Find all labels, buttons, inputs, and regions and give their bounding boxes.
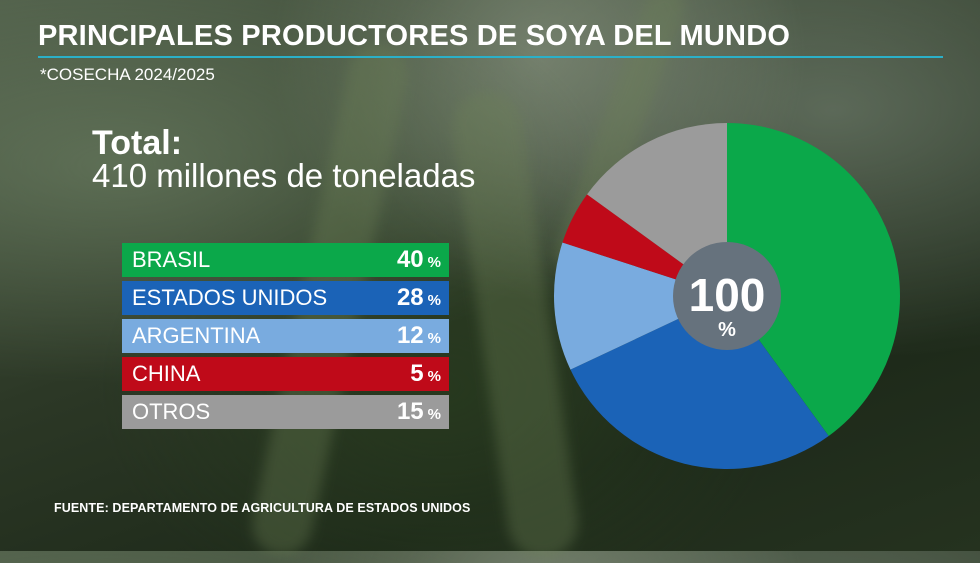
legend-row-estados-unidos: ESTADOS UNIDOS 28% — [122, 281, 449, 315]
legend-label: BRASIL — [132, 247, 211, 272]
legend-value: 15% — [396, 398, 441, 425]
legend-value: 40% — [396, 246, 441, 273]
legend-label: ARGENTINA — [132, 323, 261, 348]
pie-center-value: 100 — [689, 269, 766, 321]
legend-value: 28% — [396, 284, 441, 311]
pie-slice-brasil — [727, 123, 900, 436]
pie-chart: 100 % — [554, 123, 900, 469]
page-title: PRINCIPALES PRODUCTORES DE SOYA DEL MUND… — [38, 20, 791, 52]
legend: BRASIL 40% ESTADOS UNIDOS 28% ARGENTINA … — [122, 243, 449, 433]
legend-row-otros: OTROS 15% — [122, 395, 449, 429]
legend-label: CHINA — [132, 361, 201, 386]
legend-row-brasil: BRASIL 40% — [122, 243, 449, 277]
legend-value: 12% — [396, 322, 441, 349]
legend-label: ESTADOS UNIDOS — [132, 285, 328, 310]
legend-value: 5% — [410, 360, 441, 387]
pie-slice-otros — [587, 123, 727, 296]
title-divider — [38, 56, 943, 58]
legend-row-argentina: ARGENTINA 12% — [122, 319, 449, 353]
legend-row-china: CHINA 5% — [122, 357, 449, 391]
page-subtitle: *COSECHA 2024/2025 — [40, 65, 215, 84]
pie-center-hole — [673, 242, 781, 350]
total-value: 410 millones de toneladas — [92, 157, 476, 194]
pie-center-unit: % — [718, 319, 736, 341]
total-label: Total: — [92, 124, 183, 162]
source-note: FUENTE: DEPARTAMENTO DE AGRICULTURA DE E… — [54, 501, 471, 515]
pie-slice-estados-unidos — [570, 296, 829, 469]
pie-slice-argentina — [554, 242, 727, 370]
legend-label: OTROS — [132, 399, 211, 424]
